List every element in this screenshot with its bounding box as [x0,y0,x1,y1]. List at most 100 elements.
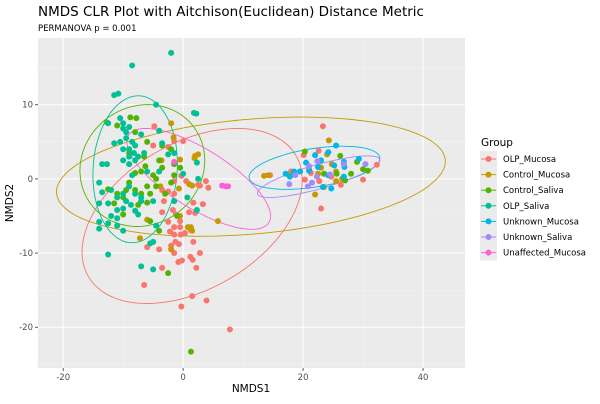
point-olp-saliva [135,211,142,218]
point-control-saliva [147,218,154,225]
point-control-saliva [127,114,134,121]
legend-item-olp-mucosa: OLP_Mucosa [480,151,556,167]
point-olp-saliva [120,157,127,164]
legend-item-unknown-mucosa: Unknown_Mucosa [480,213,579,230]
point-olp-mucosa [205,184,212,191]
point-olp-mucosa [165,218,172,225]
point-olp-saliva [156,168,163,175]
point-olp-saliva [103,161,110,168]
point-olp-saliva [153,101,160,108]
point-unknown-saliva [362,161,369,168]
legend-label: OLP_Mucosa [503,155,556,165]
point-olp-mucosa [301,176,308,183]
point-olp-saliva [193,159,200,166]
point-olp-saliva [96,179,103,186]
legend-title: Group [481,137,513,149]
point-unknown-saliva [286,181,293,188]
point-control-mucosa [177,156,184,163]
point-olp-saliva [96,218,103,225]
point-control-saliva [333,170,340,177]
point-olp-saliva [132,142,139,149]
point-olp-mucosa [199,201,206,208]
point-unknown-mucosa [319,184,326,191]
point-olp-saliva [129,62,136,69]
point-olp-saliva [180,170,187,177]
x-axis-label: NMDS1 [232,383,270,395]
ellipse-olp-mucosa [81,128,303,304]
legend-item-unknown-saliva: Unknown_Saliva [480,229,572,245]
point-olp-saliva [120,190,127,197]
point-control-mucosa [136,235,143,242]
x-tick-label: 40 [418,373,429,383]
point-control-mucosa [192,152,199,159]
point-unknown-mucosa [312,152,319,159]
point-control-saliva [337,152,344,159]
point-olp-saliva [193,207,200,214]
point-olp-saliva [126,161,133,168]
point-unknown-saliva [313,173,320,180]
legend-label: OLP_Saliva [503,202,549,212]
point-olp-mucosa [175,241,182,248]
point-olp-saliva [150,266,157,273]
point-olp-mucosa [171,231,178,238]
point-unaffected-mucosa [171,158,178,165]
point-unknown-mucosa [325,149,332,156]
point-olp-saliva [126,123,133,130]
point-olp-saliva [114,194,121,201]
legend-key-dot [485,218,492,225]
point-olp-saliva [159,140,166,147]
point-olp-mucosa [180,138,187,145]
point-unknown-mucosa [306,167,313,174]
point-olp-mucosa [141,281,148,288]
point-olp-mucosa [202,178,209,185]
point-control-saliva [171,172,178,179]
point-olp-mucosa [316,178,323,185]
point-olp-saliva [114,222,121,229]
point-control-mucosa [214,218,221,225]
point-unaffected-mucosa [225,183,232,190]
legend-key-dot [485,234,492,240]
point-olp-saliva [153,222,160,229]
point-olp-saliva [195,175,202,182]
point-olp-saliva [108,187,115,194]
point-olp-saliva [132,157,139,164]
point-olp-saliva [117,138,124,145]
point-unknown-mucosa [340,173,347,180]
point-olp-saliva [141,149,148,156]
point-olp-saliva [132,190,139,197]
x-tick-label: 20 [298,373,309,383]
point-control-saliva [162,190,169,197]
point-olp-saliva [123,198,130,205]
point-unknown-mucosa [297,168,304,175]
point-unknown-saliva [309,179,316,186]
legend-label: Unknown_Saliva [503,233,572,243]
point-olp-saliva [111,140,118,147]
point-olp-mucosa [151,123,158,130]
legend-item-control-mucosa: Control_Mucosa [480,166,570,183]
legend-item-olp-saliva: OLP_Saliva [480,197,549,214]
point-olp-saliva [171,149,178,156]
point-olp-saliva [126,183,133,190]
point-unknown-mucosa [282,170,289,177]
legend-key-dot [485,249,492,256]
point-olp-saliva [193,110,200,117]
point-olp-saliva [123,135,130,142]
point-olp-mucosa [193,264,200,271]
legend-key-dot [485,156,492,162]
point-olp-saliva [138,131,145,138]
x-tick-label: -20 [56,373,70,383]
point-unknown-mucosa [331,162,338,169]
point-olp-mucosa [318,205,325,212]
point-control-mucosa [168,246,175,253]
y-tick-label: 0 [28,175,33,185]
point-control-mucosa [184,224,191,231]
x-tick-label: 0 [180,373,185,383]
point-olp-saliva [150,238,157,245]
point-olp-saliva [156,127,163,134]
ellipse-unknown-saliva [257,155,381,198]
y-axis-label: NMDS2 [4,184,16,222]
ellipse-control-saliva [79,104,206,227]
legend-key-dot [485,202,492,209]
grid [38,38,465,368]
point-olp-saliva [129,172,136,179]
